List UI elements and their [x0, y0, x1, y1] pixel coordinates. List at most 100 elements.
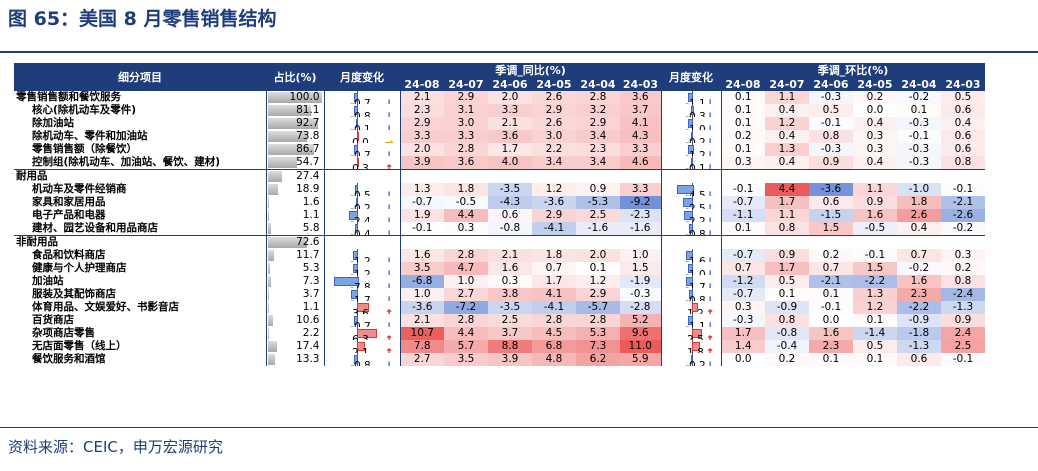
yoy-value-cell: -3.6 — [532, 196, 576, 209]
share-value: 54.7 — [296, 156, 320, 168]
mom-month-header: 24-07 — [765, 77, 809, 91]
share-bar — [267, 223, 271, 234]
share-bar — [267, 354, 275, 365]
share-bar — [267, 315, 274, 326]
share-bar — [267, 118, 318, 129]
mom-value-cell — [941, 169, 985, 183]
yoy-value-cell: 4.7 — [444, 262, 488, 275]
mom-change-value: -0.8 — [685, 228, 706, 236]
share-value: 13.3 — [296, 353, 320, 365]
mom-value-cell: -0.8 — [765, 327, 809, 340]
table-row: 健康与个人护理商店 5.3 -1.2 ↓ 3.5 4.7 1.6 0.7 0.1 1.5 -1.0 ↓… — [14, 262, 985, 275]
mom-change-bar — [687, 145, 694, 154]
mom-value-cell: -0.1 — [941, 353, 985, 366]
yoy-value-cell — [399, 169, 444, 183]
yoy-value-cell — [399, 235, 444, 249]
yoy-value-cell: 4.6 — [620, 156, 661, 170]
mom-value-cell: -1.8 — [897, 327, 941, 340]
row-label: 零售销售额和餐饮服务 — [16, 91, 121, 103]
mom-value-cell: -0.1 — [897, 130, 941, 143]
mom-value-cell: -1.5 — [809, 209, 853, 222]
yoy-value-cell: 0.6 — [488, 209, 532, 222]
yoy-value-cell: 2.1 — [399, 314, 444, 327]
yoy-value-cell: 4.4 — [444, 327, 488, 340]
mom-change-value: -1.6 — [685, 255, 706, 263]
yoy-change-value: -0.1 — [350, 123, 371, 131]
row-label: 零售销售额（除餐饮） — [32, 143, 137, 155]
table-row: 控制组(除机动车、加油站、餐饮、建材) 54.7 0.3 ↑ 3.9 3.6 4.0 3.4 3… — [14, 156, 985, 170]
source-note: 资料来源：CEIC，申万宏源研究 — [8, 438, 223, 456]
mom-value-cell: 1.5 — [853, 262, 897, 275]
mom-value-cell: 1.1 — [765, 209, 809, 222]
mom-change-bar — [688, 290, 694, 299]
mom-month-header: 24-04 — [897, 77, 941, 91]
mom-value-cell: 0.1 — [809, 353, 853, 366]
yoy-value-cell: 3.2 — [576, 104, 620, 117]
share-cell: 17.4 — [265, 340, 324, 353]
yoy-change: -0.2 ↓ — [323, 196, 400, 209]
share-cell: 72.6 — [265, 235, 324, 249]
mom-value-cell: 0.1 — [720, 222, 765, 236]
mom-value-cell: 0.4 — [765, 130, 809, 143]
mom-value-cell: 0.1 — [853, 314, 897, 327]
yoy-change-bar — [349, 211, 359, 220]
yoy-value-cell: 1.0 — [399, 288, 444, 301]
mom-value-cell — [941, 235, 985, 249]
yoy-value-cell: 3.7 — [620, 104, 661, 117]
mom-change: -1.1 ↓ — [660, 91, 721, 104]
share-bar — [267, 328, 269, 339]
mom-value-cell: -0.3 — [897, 117, 941, 130]
mom-value-cell: 1.1 — [765, 91, 809, 104]
arrow-down-icon: ↓ — [384, 228, 394, 236]
mom-change: -1.0 ↓ — [660, 117, 721, 130]
mom-change-value: -2.5 — [685, 202, 706, 210]
yoy-value-cell — [620, 235, 661, 249]
table-row: 耐用品 27.4 — [14, 169, 985, 183]
mom-value-cell: 2.6 — [897, 209, 941, 222]
yoy-value-cell: 3.9 — [488, 353, 532, 366]
yoy-value-cell: -4.3 — [488, 196, 532, 209]
mom-value-cell: 0.3 — [720, 301, 765, 314]
arrow-down-icon: ↓ — [705, 202, 715, 210]
share-cell: 10.6 — [265, 314, 324, 327]
mom-value-cell: -1.1 — [720, 209, 765, 222]
share-cell: 54.7 — [265, 156, 324, 170]
table-row: 体育用品、文娱爱好、书影音店 1.1 3.6 ↑ -3.6 -7.2 -3.5 -4.1 -5.… — [14, 301, 985, 314]
mom-value-cell: 1.3 — [853, 288, 897, 301]
yoy-value-cell: 4.0 — [488, 156, 532, 170]
yoy-change-bar — [354, 145, 359, 154]
yoy-value-cell: 3.3 — [488, 104, 532, 117]
arrow-right-icon: → — [384, 136, 394, 144]
mom-value-cell: 0.6 — [809, 196, 853, 209]
mom-change-bar — [683, 198, 694, 207]
yoy-value-cell: 0.3 — [488, 275, 532, 288]
table-row: 电子产品和电器 1.1 -2.4 ↓ 1.9 4.4 0.6 2.9 2.5 -2.3 -2.2 ↓ -… — [14, 209, 985, 222]
yoy-value-cell: 2.1 — [488, 249, 532, 262]
yoy-change: -1.2 ↓ — [323, 249, 400, 262]
arrow-up-icon: ↑ — [705, 307, 715, 315]
yoy-value-cell — [620, 169, 661, 183]
mom-change-bar — [685, 277, 694, 286]
arrow-down-icon: ↓ — [384, 149, 394, 157]
yoy-change: -0.1 ↓ — [323, 117, 400, 131]
share-value: 11.7 — [296, 249, 320, 261]
mom-value-cell: 1.1 — [853, 183, 897, 196]
mom-value-cell: -0.3 — [897, 156, 941, 170]
mom-value-cell: 0.7 — [720, 262, 765, 275]
mom-value-cell: 1.6 — [853, 209, 897, 222]
yoy-change-bar — [356, 132, 359, 141]
mom-value-cell: -2.2 — [897, 301, 941, 314]
row-label: 电子产品和电器 — [32, 209, 106, 221]
mom-value-cell: 0.4 — [765, 104, 809, 117]
yoy-change: -1.7 ↓ — [323, 288, 400, 301]
yoy-value-cell: -0.8 — [488, 222, 532, 236]
row-label: 餐饮服务和酒馆 — [32, 353, 106, 365]
mom-value-cell — [765, 235, 809, 249]
yoy-change-bar — [354, 355, 359, 364]
arrow-down-icon: ↓ — [384, 268, 394, 276]
yoy-change — [323, 235, 400, 249]
yoy-value-cell — [444, 169, 488, 183]
yoy-value-cell: 3.0 — [444, 117, 488, 130]
share-bar — [267, 263, 271, 274]
share-value: 7.3 — [302, 275, 320, 287]
